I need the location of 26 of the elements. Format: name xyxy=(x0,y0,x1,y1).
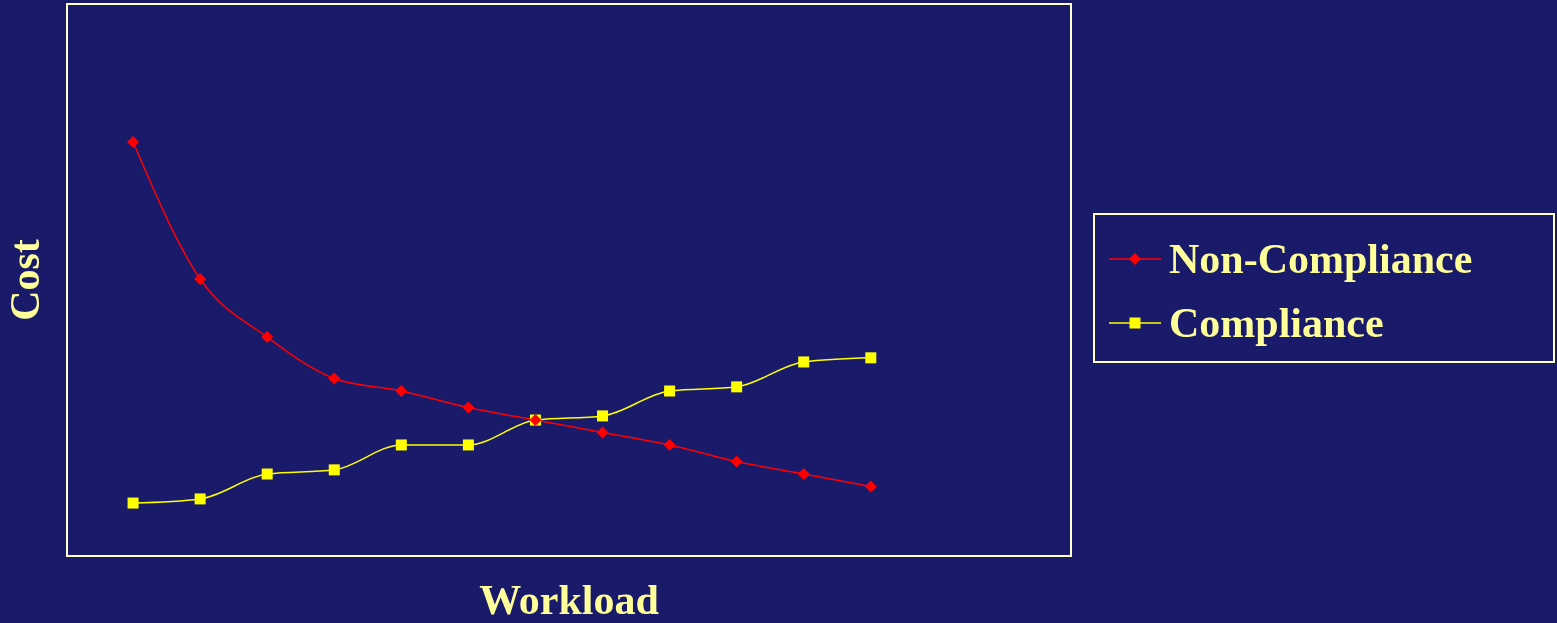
point xyxy=(395,439,407,451)
point xyxy=(597,410,609,422)
legend-label: Non-Compliance xyxy=(1169,235,1473,283)
point xyxy=(663,438,676,451)
point xyxy=(596,426,609,439)
point xyxy=(730,455,743,468)
point xyxy=(194,493,206,505)
point xyxy=(865,352,877,364)
legend-label: Compliance xyxy=(1169,299,1384,347)
point xyxy=(462,439,474,451)
point xyxy=(127,136,140,149)
point xyxy=(798,356,810,368)
point xyxy=(261,468,273,480)
point xyxy=(797,468,810,480)
point xyxy=(462,401,475,414)
point xyxy=(731,381,743,393)
point xyxy=(395,385,408,398)
point xyxy=(664,385,676,397)
x-axis-title: Workload xyxy=(479,576,659,623)
point xyxy=(328,372,341,385)
point xyxy=(864,480,877,493)
point xyxy=(127,497,139,509)
point xyxy=(328,464,340,476)
point xyxy=(194,272,207,285)
y-axis-title: Cost xyxy=(1,239,49,321)
point xyxy=(261,331,274,344)
